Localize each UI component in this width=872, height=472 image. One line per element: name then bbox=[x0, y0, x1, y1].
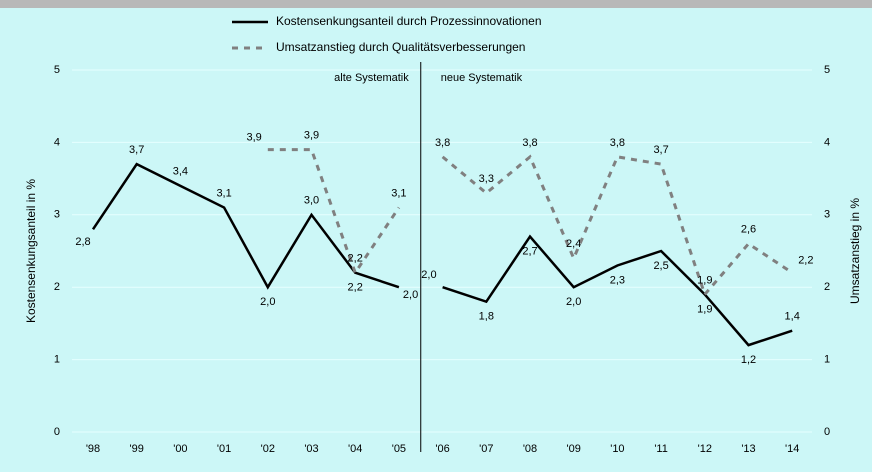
x-tick-label: '10 bbox=[610, 443, 624, 455]
y2-axis-label: Umsatzanstieg in % bbox=[848, 198, 862, 304]
y-tick-label: 0 bbox=[54, 426, 60, 438]
data-label: 3,7 bbox=[129, 144, 144, 156]
y-tick-label: 3 bbox=[54, 209, 60, 221]
y2-tick-label: 2 bbox=[824, 281, 830, 293]
data-label: 2,0 bbox=[403, 289, 418, 301]
series-line bbox=[442, 234, 793, 347]
data-label: 3,1 bbox=[216, 187, 231, 199]
data-label: 2,2 bbox=[348, 282, 363, 294]
x-tick-label: '03 bbox=[304, 443, 318, 455]
x-tick-label: '14 bbox=[785, 443, 799, 455]
data-label: 2,2 bbox=[348, 253, 363, 265]
y-axis-label: Kostensenkungsanteil in % bbox=[24, 179, 38, 323]
data-label: 1,4 bbox=[785, 311, 800, 323]
x-tick-label: '07 bbox=[479, 443, 493, 455]
data-label: 2,0 bbox=[260, 296, 275, 308]
data-label: 3,3 bbox=[479, 173, 494, 185]
y2-tick-label: 4 bbox=[824, 136, 830, 148]
x-tick-label: '98 bbox=[86, 443, 100, 455]
series-line bbox=[441, 154, 794, 298]
data-label: 2,6 bbox=[741, 224, 756, 236]
x-tick-label: '08 bbox=[523, 443, 537, 455]
data-label: 2,4 bbox=[566, 238, 581, 250]
y2-tick-label: 5 bbox=[824, 64, 830, 76]
data-label: 3,9 bbox=[304, 130, 319, 142]
y2-tick-label: 0 bbox=[824, 426, 830, 438]
data-label: 3,4 bbox=[173, 166, 188, 178]
x-tick-label: '00 bbox=[173, 443, 187, 455]
x-tick-label: '11 bbox=[654, 443, 668, 455]
data-label: 1,9 bbox=[697, 274, 712, 286]
data-label: 3,8 bbox=[522, 137, 537, 149]
data-label: 3,9 bbox=[247, 132, 262, 144]
section-label: neue Systematik bbox=[441, 72, 523, 84]
data-label: 3,1 bbox=[391, 187, 406, 199]
x-tick-label: '02 bbox=[261, 443, 275, 455]
y-tick-label: 4 bbox=[54, 136, 60, 148]
top-bar bbox=[0, 0, 872, 8]
data-label: 2,2 bbox=[798, 255, 813, 267]
data-label: 3,8 bbox=[435, 137, 450, 149]
data-label: 2,8 bbox=[75, 236, 90, 248]
x-tick-label: '09 bbox=[567, 443, 581, 455]
y2-tick-label: 1 bbox=[824, 354, 830, 366]
y-tick-label: 5 bbox=[54, 64, 60, 76]
data-label: 3,8 bbox=[610, 137, 625, 149]
x-tick-label: '99 bbox=[130, 443, 144, 455]
legend-label: Umsatzanstieg durch Qualitätsverbesserun… bbox=[276, 40, 525, 54]
x-tick-label: '05 bbox=[392, 443, 406, 455]
x-tick-label: '06 bbox=[435, 443, 449, 455]
x-tick-label: '01 bbox=[217, 443, 231, 455]
data-label: 2,7 bbox=[522, 245, 537, 257]
y-tick-label: 1 bbox=[54, 354, 60, 366]
legend-label: Kostensenkungsanteil durch Prozessinnova… bbox=[276, 14, 542, 28]
series-line bbox=[267, 148, 401, 277]
data-label: 2,0 bbox=[421, 269, 436, 281]
x-tick-label: '13 bbox=[741, 443, 755, 455]
data-label: 3,7 bbox=[653, 144, 668, 156]
data-label: 1,8 bbox=[479, 311, 494, 323]
series-line bbox=[91, 162, 400, 290]
data-label: 1,2 bbox=[741, 354, 756, 366]
section-label: alte Systematik bbox=[334, 72, 409, 84]
data-label: 2,3 bbox=[610, 274, 625, 286]
data-label: 3,0 bbox=[304, 195, 319, 207]
data-label: 2,5 bbox=[653, 260, 668, 272]
y2-tick-label: 3 bbox=[824, 209, 830, 221]
x-tick-label: '04 bbox=[348, 443, 362, 455]
data-label: 1,9 bbox=[697, 303, 712, 315]
x-tick-label: '12 bbox=[698, 443, 712, 455]
y-tick-label: 2 bbox=[54, 281, 60, 293]
data-label: 2,0 bbox=[566, 296, 581, 308]
